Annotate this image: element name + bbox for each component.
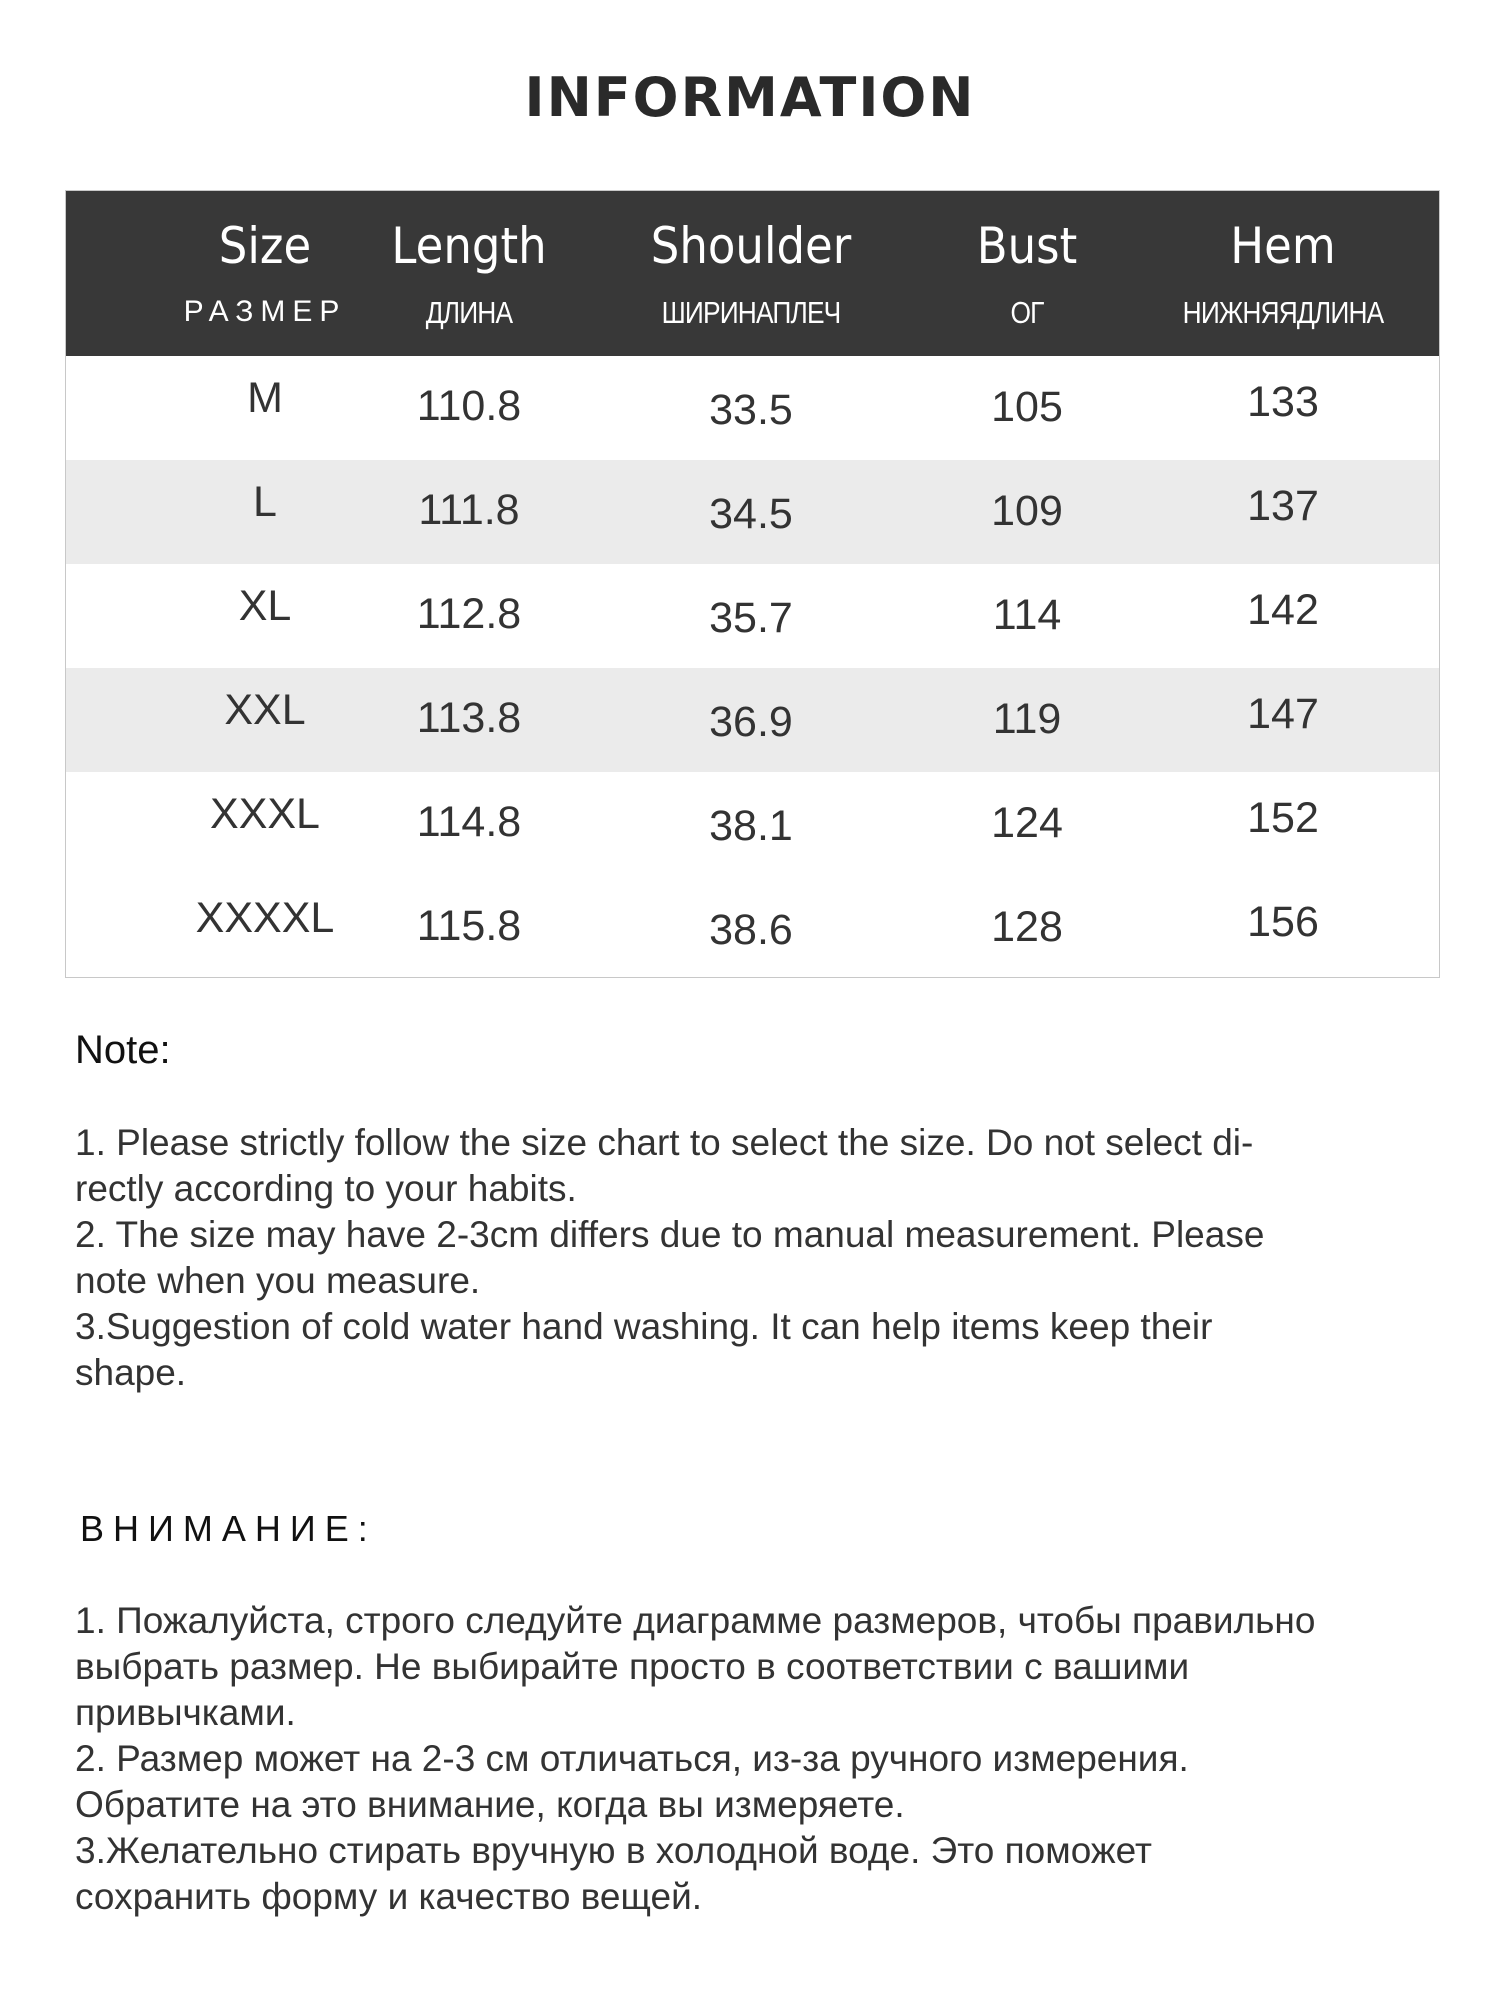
table-cell: M — [247, 374, 283, 422]
table-cell: 119 — [992, 695, 1062, 743]
text-line: выбрать размер. Не выбирайте просто в со… — [75, 1646, 1190, 1687]
column-header-en: Shoulder — [650, 217, 852, 275]
text-line: Обратите на это внимание, когда вы измер… — [75, 1784, 905, 1825]
table-cell: 147 — [1247, 690, 1319, 738]
table-cell: 156 — [1247, 898, 1319, 946]
table-cell: 152 — [1247, 794, 1319, 842]
text-line: 3.Suggestion of cold water hand washing.… — [75, 1306, 1213, 1347]
table-cell: XXL — [224, 686, 306, 734]
text-line: shape. — [75, 1352, 187, 1393]
text-line: 3.Желательно стирать вручную в холодной … — [75, 1830, 1152, 1871]
table-cell: 114.8 — [416, 798, 522, 846]
table-cell: 33.5 — [709, 386, 793, 434]
column-header-ru: ШИРИНАПЛЕЧ — [661, 295, 842, 330]
note-text: 1. Please strictly follow the size chart… — [75, 1120, 1455, 1396]
table-cell: 115.8 — [416, 902, 522, 950]
text-line: 2. The size may have 2-3cm differs due t… — [75, 1214, 1265, 1255]
text-line: сохранить форму и качество вещей. — [75, 1876, 703, 1917]
column-header: Size РАЗМЕР — [125, 191, 405, 356]
table-cell: 35.7 — [709, 594, 793, 642]
russian-note-text: 1. Пожалуйста, строго следуйте диаграмме… — [75, 1598, 1455, 1920]
text-line: note when you measure. — [75, 1260, 481, 1301]
column-header: Length ДЛИНА — [329, 191, 609, 356]
table-cell: 124 — [991, 799, 1063, 847]
text-line: 2. Размер может на 2-3 см отличаться, из… — [75, 1738, 1189, 1779]
column-header-en: Length — [391, 217, 547, 275]
table-row: XXXXL 115.8 38.6 128 156 — [66, 876, 1439, 980]
table-row: XXL 113.8 36.9 119 147 — [66, 668, 1439, 772]
column-header-ru: РАЗМЕР — [183, 295, 347, 328]
column-header-ru: НИЖНЯЯДЛИНА — [1182, 295, 1385, 330]
table-cell: 109 — [991, 487, 1063, 535]
text-line: 1. Please strictly follow the size chart… — [75, 1122, 1254, 1163]
table-cell: 142 — [1247, 586, 1319, 634]
table-cell: L — [253, 478, 277, 526]
table-cell: 38.1 — [709, 802, 793, 850]
column-header-en: Hem — [1230, 217, 1336, 275]
text-line: rectly according to your habits. — [75, 1168, 577, 1209]
column-header-ru: ДЛИНА — [425, 295, 513, 330]
table-row: XXXL 114.8 38.1 124 152 — [66, 772, 1439, 876]
table-cell: 112.8 — [416, 590, 522, 638]
column-header-ru: ОГ — [1010, 295, 1044, 330]
table-cell: 113.8 — [416, 694, 522, 742]
table-cell: 128 — [991, 903, 1063, 951]
column-header-en: Bust — [976, 217, 1078, 275]
table-cell: 114 — [992, 591, 1062, 639]
table-row: XL 112.8 35.7 114 142 — [66, 564, 1439, 668]
table-cell: 110.8 — [416, 382, 522, 430]
table-cell: 34.5 — [709, 490, 793, 538]
table-cell: 137 — [1247, 482, 1319, 530]
table-cell: 111.8 — [418, 486, 520, 534]
table-header: Size РАЗМЕР Length ДЛИНА Shoulder ШИРИНАПЛЕЧ B… — [66, 191, 1439, 356]
note-heading: Note: — [75, 1028, 171, 1072]
table-cell: 105 — [991, 383, 1063, 431]
column-header-en: Size — [218, 217, 312, 275]
table-cell: 133 — [1247, 378, 1319, 426]
page-title: INFORMATION — [524, 66, 976, 129]
table-cell: XXXL — [210, 790, 320, 838]
table-cell: XXXXL — [195, 894, 335, 942]
size-chart-table: Size РАЗМЕР Length ДЛИНА Shoulder ШИРИНАПЛЕЧ B… — [65, 190, 1440, 978]
table-cell: 36.9 — [709, 698, 793, 746]
table-row: L 111.8 34.5 109 137 — [66, 460, 1439, 564]
table-cell: 38.6 — [709, 906, 793, 954]
table-row: M 110.8 33.5 105 133 — [66, 356, 1439, 460]
column-header: Shoulder ШИРИНАПЛЕЧ — [611, 191, 891, 356]
table-cell: XL — [238, 582, 292, 630]
russian-note-heading: ВНИМАНИЕ: — [80, 1508, 377, 1549]
column-header: Bust ОГ — [887, 191, 1167, 356]
column-header: Hem НИЖНЯЯДЛИНА — [1143, 191, 1423, 356]
text-line: 1. Пожалуйста, строго следуйте диаграмме… — [75, 1600, 1316, 1641]
text-line: привычками. — [75, 1692, 296, 1733]
